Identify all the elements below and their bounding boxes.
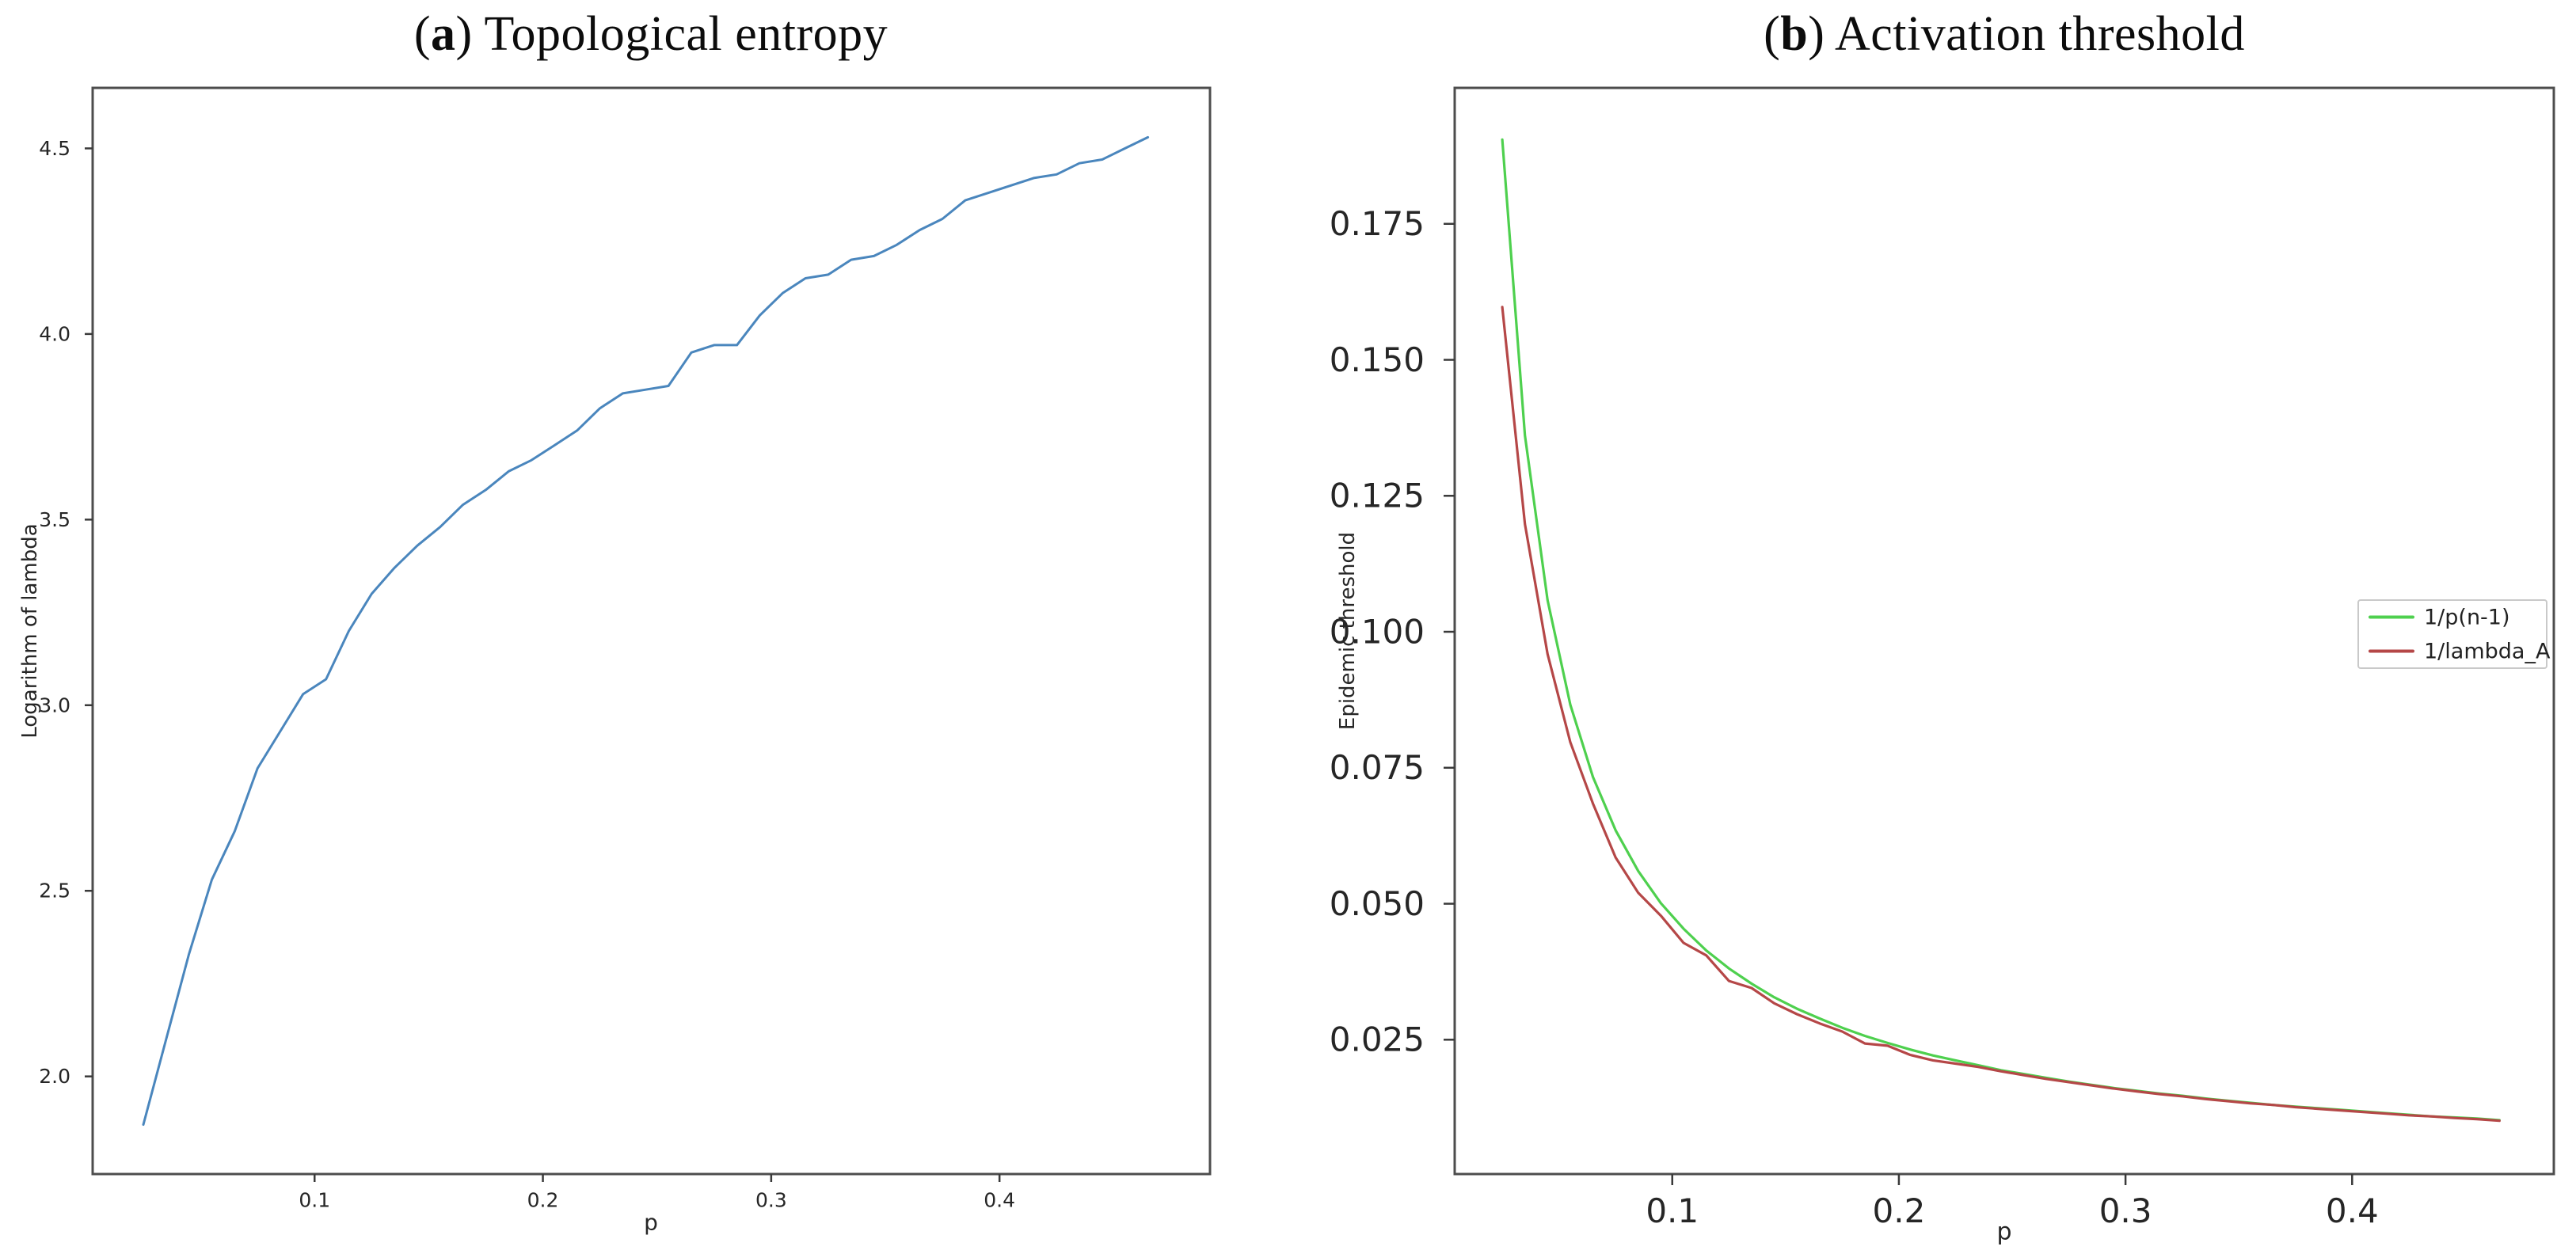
x-tick-label: 0.4 [984, 1189, 1015, 1212]
y-tick-label: 4.5 [39, 137, 70, 160]
panel-a-title-open: ( [413, 7, 431, 61]
panel-a-title-letter: a [430, 7, 456, 61]
x-tick-label: 0.2 [527, 1189, 559, 1212]
plot-border [91, 86, 1212, 1176]
legend-label-0: 1/p(n-1) [2424, 606, 2510, 630]
y-tick-label: 0.125 [1330, 477, 1425, 515]
y-tick-label: 2.0 [39, 1065, 70, 1088]
series-line-1-over-p-n-1 [1501, 138, 2501, 1122]
y-tick-label: 0.175 [1330, 204, 1425, 243]
x-tick-label: 0.1 [299, 1189, 330, 1212]
panel-a-y-axis-label: Logarithm of lambda [18, 523, 42, 739]
x-tick-label: 0.1 [1646, 1191, 1699, 1230]
series-line-1-over-lambda-a [1501, 306, 2501, 1123]
panel-a-x-axis-label: p [644, 1209, 658, 1236]
y-tick-label: 0.050 [1330, 884, 1425, 923]
x-tick-label: 0.3 [755, 1189, 787, 1212]
y-tick-label: 0.100 [1330, 612, 1425, 651]
legend-label-1: 1/lambda_A [2424, 640, 2551, 664]
y-tick-label: 0.150 [1330, 340, 1425, 379]
series-line-log-lambda [142, 135, 1150, 1127]
y-tick-label: 0.075 [1330, 748, 1425, 787]
y-tick-label: 4.0 [39, 322, 70, 345]
x-tick-label: 0.4 [2326, 1191, 2379, 1230]
panel-a-title-rest: ) Topological entropy [455, 7, 888, 61]
panel-a-title: (a) Topological entropy [414, 6, 888, 63]
panel-b-title-rest: ) Activation threshold [1808, 7, 2245, 61]
x-tick-label: 0.3 [2099, 1191, 2152, 1230]
panel-b-title: (b) Activation threshold [1764, 6, 2245, 63]
x-tick-label: 0.2 [1873, 1191, 1926, 1230]
y-tick-label: 2.5 [39, 880, 70, 902]
y-tick-label: 3.5 [39, 508, 70, 531]
panel-b-title-open: ( [1764, 7, 1781, 61]
panel-b-title-letter: b [1780, 7, 1809, 61]
y-tick-label: 3.0 [39, 694, 70, 716]
y-tick-label: 0.025 [1330, 1020, 1425, 1059]
panel-b-y-axis-label: Epidemic threshold [1336, 531, 1360, 731]
panel-b-x-axis-label: p [1996, 1218, 2012, 1246]
